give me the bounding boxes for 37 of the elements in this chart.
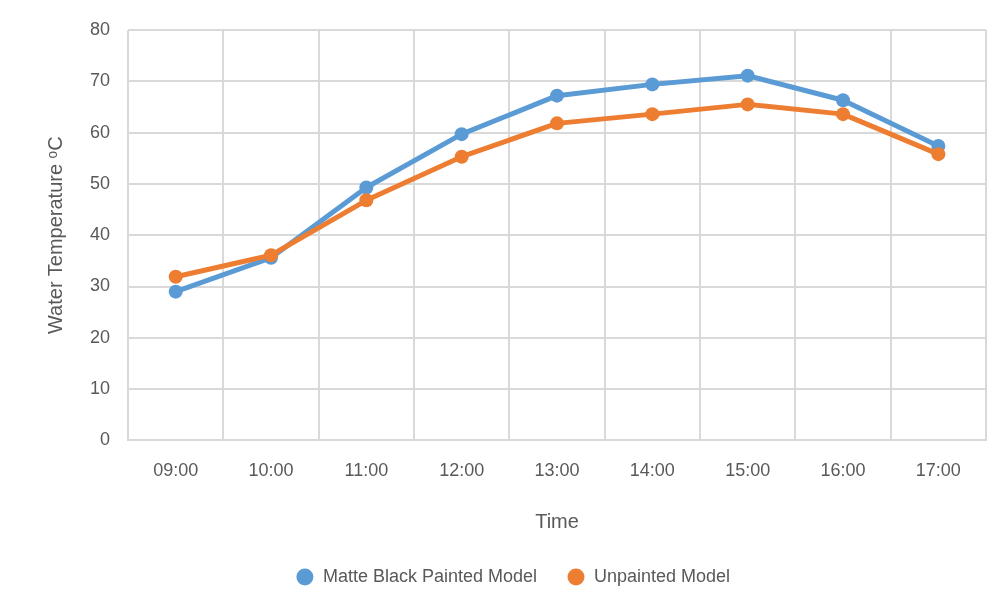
point (550, 116, 565, 131)
point (836, 93, 850, 108)
x-tick-label: 14:00 (629, 460, 675, 481)
point (168, 269, 183, 284)
point (645, 77, 660, 92)
y-tick-label: 30 (89, 275, 111, 296)
legend-label: Unpainted Model (594, 565, 731, 586)
x-tick-label: 15:00 (725, 460, 771, 481)
point (740, 68, 755, 83)
x-tick-label: 12:00 (439, 460, 485, 481)
x-axis-title: Time (535, 509, 579, 532)
point (168, 284, 183, 299)
point (359, 193, 374, 208)
point (550, 88, 565, 103)
y-tick-label: 20 (89, 326, 111, 347)
point (454, 149, 469, 164)
x-tick-label: 17:00 (915, 460, 961, 481)
x-tick-label: 09:00 (153, 460, 199, 481)
x-tick-label: 13:00 (534, 460, 580, 481)
y-tick-label: 10 (89, 378, 111, 399)
y-tick-label: 0 (100, 429, 111, 450)
y-tick-label: 40 (89, 224, 111, 245)
point (836, 107, 850, 122)
point (740, 97, 755, 112)
point (645, 107, 660, 122)
y-tick-label: 60 (89, 121, 111, 142)
x-tick-label: 10:00 (248, 460, 294, 481)
y-tick-label: 50 (89, 172, 111, 193)
y-axis-title: Water Temperature ᵒC (43, 136, 66, 335)
point (931, 147, 946, 162)
y-tick-label: 80 (89, 18, 111, 39)
x-tick-label: 11:00 (344, 460, 389, 481)
y-tick-label: 70 (89, 70, 111, 91)
x-tick-label: 16:00 (820, 460, 866, 481)
point (454, 127, 469, 142)
legend-label: Matte Black Painted Model (322, 565, 538, 586)
point (359, 180, 374, 195)
